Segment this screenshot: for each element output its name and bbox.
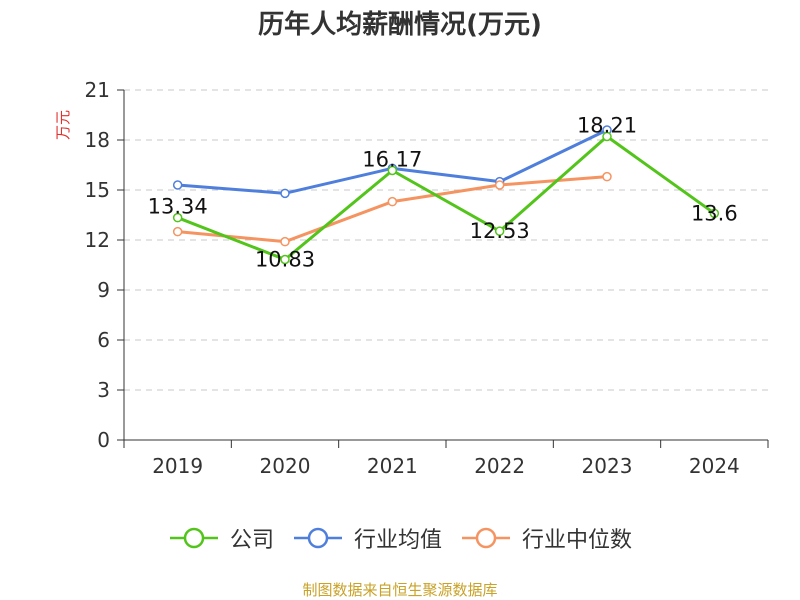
y-tick-label: 21: [85, 78, 110, 102]
data-label: 13.6: [691, 201, 738, 225]
y-tick-label: 15: [85, 178, 110, 202]
x-tick-label: 2023: [582, 454, 633, 478]
data-label: 10.83: [255, 248, 315, 272]
legend-label: 行业中位数: [522, 528, 633, 553]
y-tick-label: 6: [97, 328, 110, 352]
x-tick-label: 2020: [260, 454, 311, 478]
line-chart: 0 3 6 9 12 15 18 21 2019 2020 2021 2022 2023 2024 万元 13…: [54, 78, 769, 478]
legend-label: 公司: [229, 528, 274, 553]
data-point: [709, 208, 720, 219]
data-point: [172, 226, 183, 237]
x-tick-label: 2024: [689, 454, 740, 478]
data-label: 16.17: [362, 148, 422, 172]
data-point: [494, 180, 505, 190]
data-point: [602, 131, 612, 142]
legend-line-icon: [293, 527, 342, 549]
data-label: 13.34: [148, 195, 208, 219]
data-point: [387, 165, 398, 176]
data-point: [494, 226, 505, 236]
data-label: 12.53: [470, 219, 530, 243]
series-line-0: [177, 135, 716, 261]
y-axis-label: 万元: [54, 110, 72, 140]
data-point: [387, 196, 398, 207]
data-point: [280, 236, 290, 247]
data-label: 18.21: [577, 114, 637, 138]
y-tick-label: 18: [85, 128, 110, 152]
data-point: [602, 171, 612, 182]
legend-line-icon: [169, 527, 218, 549]
legend-label: 行业均值: [353, 528, 442, 553]
x-tick-label: 2019: [152, 454, 203, 478]
data-point: [280, 254, 290, 265]
y-tick-label: 12: [85, 228, 110, 252]
legend: 公司 行业均值 行业中位数: [0, 522, 800, 554]
y-tick-label: 9: [97, 278, 110, 302]
source-note: 制图数据来自恒生聚源数据库: [302, 581, 498, 599]
legend-item-industry-median[interactable]: 行业中位数: [460, 522, 632, 554]
legend-item-industry-mean[interactable]: 行业均值: [292, 522, 442, 554]
x-tick-label: 2022: [474, 454, 525, 478]
data-point: [172, 212, 183, 223]
chart-title: 历年人均薪酬情况(万元): [258, 10, 542, 40]
x-tick-label: 2021: [367, 454, 418, 478]
data-point: [280, 188, 290, 199]
data-point: [172, 180, 183, 190]
series-line-2: [177, 175, 608, 244]
legend-item-company[interactable]: 公司: [168, 522, 274, 554]
y-tick-label: 0: [97, 428, 110, 452]
legend-line-icon: [462, 527, 510, 549]
y-tick-label: 3: [97, 378, 110, 402]
